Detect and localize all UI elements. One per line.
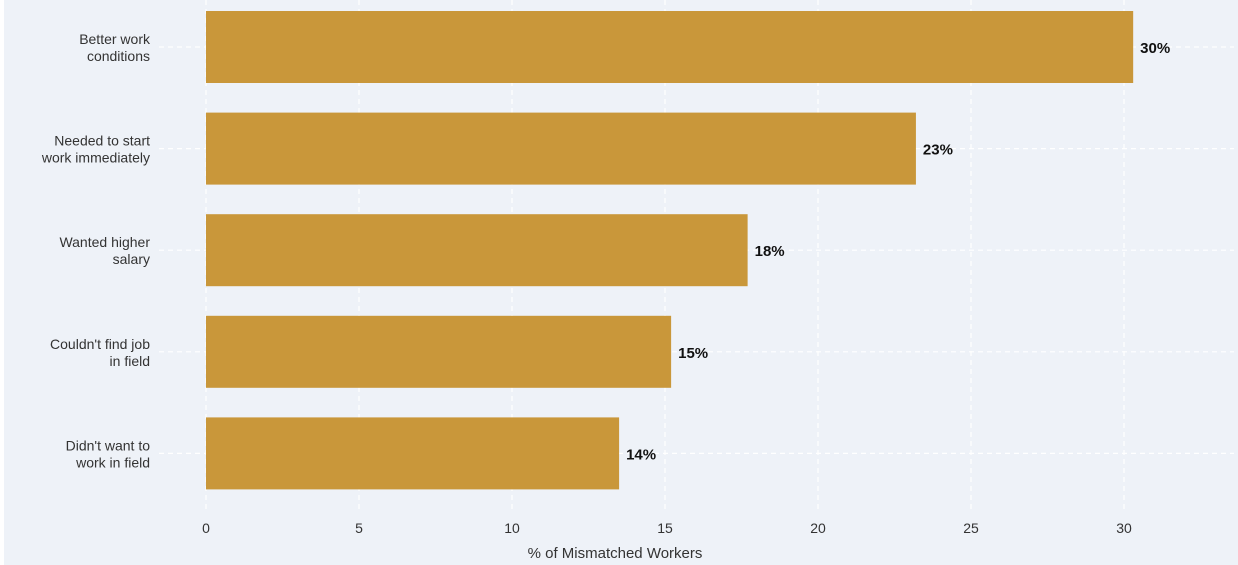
x-tick-label: 25 (963, 520, 979, 536)
category-label-line: Better work (79, 31, 151, 47)
x-tick-label: 30 (1116, 520, 1132, 536)
x-tick-label: 10 (504, 520, 520, 536)
category-label-line: Couldn't find job (50, 336, 150, 352)
category-label-line: Needed to start (54, 133, 150, 149)
labels: 0 5 10 15 20 25 30 30% Better work conditions 23% N… (41, 31, 1170, 536)
category-label-line: in field (110, 353, 150, 369)
bars (206, 11, 1134, 490)
bar-value-label: 18% (755, 243, 785, 260)
bar (206, 112, 916, 185)
bar (206, 11, 1134, 83)
x-tick-label: 20 (810, 520, 826, 536)
category-label: Didn't want to work in field (66, 437, 151, 470)
x-axis-title: % of Mismatched Workers (528, 545, 703, 562)
chart: 0 5 10 15 20 25 30 30% Better work conditions 23% N… (4, 0, 1238, 565)
bar (206, 315, 672, 388)
category-label-line: work in field (75, 454, 150, 470)
category-label: Couldn't find job in field (50, 336, 150, 369)
category-label-line: Wanted higher (59, 234, 150, 250)
category-label-line: work immediately (41, 150, 150, 166)
bar (206, 214, 748, 287)
bar-value-label: 14% (626, 446, 656, 463)
category-label: Better work conditions (79, 31, 151, 64)
category-label-line: Didn't want to (66, 437, 151, 453)
category-label: Wanted higher salary (59, 234, 150, 267)
x-tick-label: 5 (355, 520, 363, 536)
category-label: Needed to start work immediately (41, 133, 150, 166)
bar-value-label: 15% (678, 345, 708, 362)
bar-value-label: 30% (1140, 40, 1170, 57)
x-tick-label: 0 (202, 520, 210, 536)
bar-chart: 0 5 10 15 20 25 30 30% Better work conditions 23% N… (4, 0, 1238, 565)
category-label-line: salary (113, 251, 150, 267)
x-tick-label: 15 (657, 520, 673, 536)
bar-value-label: 23% (923, 142, 953, 159)
bar (206, 417, 620, 490)
category-label-line: conditions (87, 48, 150, 64)
